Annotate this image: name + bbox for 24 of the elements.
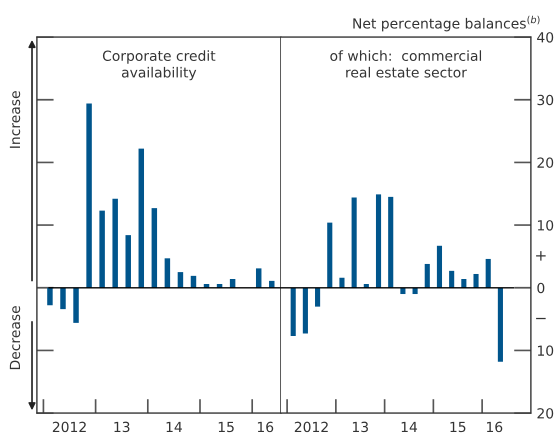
y-tick-label: 0	[537, 282, 544, 294]
y-tick-label: 10	[538, 345, 554, 356]
text: Decrease	[10, 306, 20, 370]
y-tick-label: 20	[537, 157, 554, 168]
x-tick-label: 16	[487, 422, 502, 432]
x-tick-label: 15	[450, 422, 466, 432]
x-tick-label: 14	[166, 422, 182, 432]
text: Increase	[10, 91, 20, 148]
y-tick-label: 40	[537, 32, 554, 43]
text: of which: commercial real estate sector	[330, 50, 482, 78]
text: −	[536, 318, 546, 320]
y-tick-label: 20	[537, 408, 554, 419]
text: +	[536, 251, 546, 261]
text: Corporate credit availability	[102, 50, 216, 80]
x-tick-label: 13	[352, 422, 368, 432]
x-tick-label: 13	[114, 422, 130, 432]
x-tick-label: 16	[258, 422, 274, 432]
x-tick-label: 15	[218, 422, 234, 432]
y-axis-title: Net percentage balances$^{(b)}$	[353, 16, 540, 32]
y-tick-label: 30	[537, 94, 554, 106]
y-tick-label: 10	[538, 220, 554, 231]
x-tick-label: 14	[402, 422, 418, 432]
x-tick-label: 2012	[52, 422, 86, 432]
x-tick-label: 2012	[294, 422, 328, 432]
